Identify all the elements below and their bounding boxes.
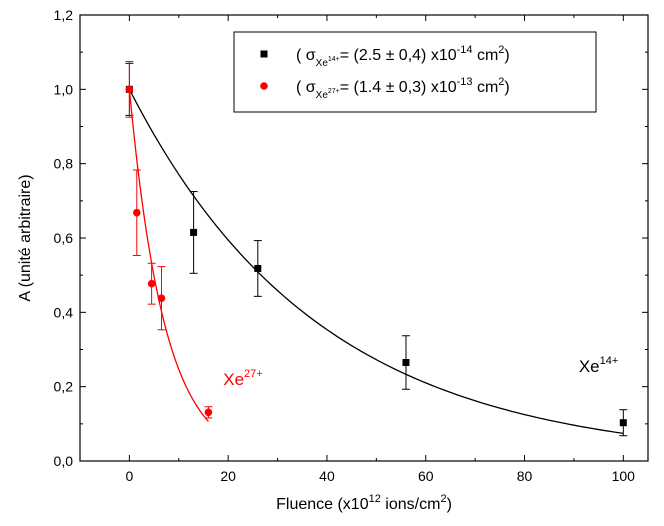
legend-marker bbox=[260, 50, 268, 58]
legend-subsup: 14+ bbox=[328, 56, 340, 63]
y-axis-label: A (unité arbitraire) bbox=[17, 174, 34, 301]
legend-close: ) bbox=[504, 79, 509, 96]
x-axis-label-sup2: 2 bbox=[440, 493, 446, 505]
x-axis-label-end: ) bbox=[447, 496, 452, 513]
legend-marker bbox=[260, 82, 268, 90]
legend-sup: -14 bbox=[457, 44, 473, 56]
annotation-text: Xe bbox=[223, 370, 244, 389]
y-tick-label: 1,0 bbox=[54, 81, 74, 97]
data-point bbox=[190, 228, 198, 236]
annotation-text: Xe bbox=[579, 357, 600, 376]
legend-unitsup: 2 bbox=[498, 44, 504, 56]
y-tick-label: 0,2 bbox=[54, 379, 74, 395]
legend-entry-1: ( σXe27+= (1.4 ± 0,3) x10-13 cm2) bbox=[296, 76, 510, 101]
data-point bbox=[147, 279, 156, 288]
legend-unitsup: 2 bbox=[498, 76, 504, 88]
data-point bbox=[619, 419, 627, 427]
fit-curve bbox=[128, 89, 209, 422]
x-tick-label: 0 bbox=[125, 468, 133, 484]
x-tick-label: 20 bbox=[220, 468, 236, 484]
data-point bbox=[254, 264, 262, 272]
series-0 bbox=[125, 62, 628, 437]
x-tick-label: 100 bbox=[612, 468, 636, 484]
y-tick-label: 0,4 bbox=[54, 304, 74, 320]
series-annotation-0: Xe14+ bbox=[579, 355, 618, 376]
legend-unit: cm bbox=[473, 47, 499, 64]
legend: ( σXe14+= (2.5 ± 0,4) x10-14 cm2)( σXe27… bbox=[233, 31, 597, 113]
legend-unit: cm bbox=[473, 79, 499, 96]
y-tick-label: 0,8 bbox=[54, 156, 74, 172]
x-axis-label-mid: ions/cm bbox=[381, 496, 441, 513]
x-tick-label: 40 bbox=[319, 468, 335, 484]
legend-box bbox=[233, 31, 597, 113]
legend-entry-0: ( σXe14+= (2.5 ± 0,4) x10-14 cm2) bbox=[296, 44, 510, 69]
legend-open: ( σ bbox=[296, 47, 316, 64]
x-tick-label: 80 bbox=[517, 468, 533, 484]
data-point bbox=[402, 359, 410, 367]
series-annotation-1: Xe27+ bbox=[223, 368, 262, 389]
legend-close: ) bbox=[504, 47, 509, 64]
series-1 bbox=[125, 60, 213, 422]
y-tick-label: 0,6 bbox=[54, 230, 74, 246]
axes: 0 20 40 60 80 100 0,0 0,2 0,4 0,6 0,8 1,0 1,2 Fluence… bbox=[17, 7, 649, 513]
x-axis-label-sup: 12 bbox=[369, 493, 381, 505]
legend-sub: Xe bbox=[316, 90, 329, 101]
fit-curve bbox=[128, 89, 624, 435]
y-tick-label: 0,0 bbox=[54, 453, 74, 469]
x-axis-label: Fluence (x1012 ions/cm2) bbox=[276, 493, 452, 513]
legend-sub: Xe bbox=[316, 58, 329, 69]
legend-sup: -13 bbox=[457, 76, 473, 88]
series-layer bbox=[125, 60, 628, 437]
annotation-sup: 27+ bbox=[244, 368, 263, 380]
data-point bbox=[125, 85, 134, 94]
data-point bbox=[204, 408, 213, 417]
annotation-sup: 14+ bbox=[600, 355, 619, 367]
legend-subsup: 27+ bbox=[328, 88, 340, 95]
annotations: Xe14+Xe27+ bbox=[223, 355, 618, 389]
data-point bbox=[157, 294, 166, 303]
legend-mid: = (2.5 ± 0,4) x10 bbox=[340, 47, 457, 64]
y-tick-label: 1,2 bbox=[54, 7, 74, 23]
data-point bbox=[133, 208, 141, 217]
legend-open: ( σ bbox=[296, 79, 316, 96]
legend-mid: = (1.4 ± 0,3) x10 bbox=[340, 79, 457, 96]
x-tick-label: 60 bbox=[418, 468, 434, 484]
x-axis-label-main: Fluence (x10 bbox=[276, 496, 369, 513]
